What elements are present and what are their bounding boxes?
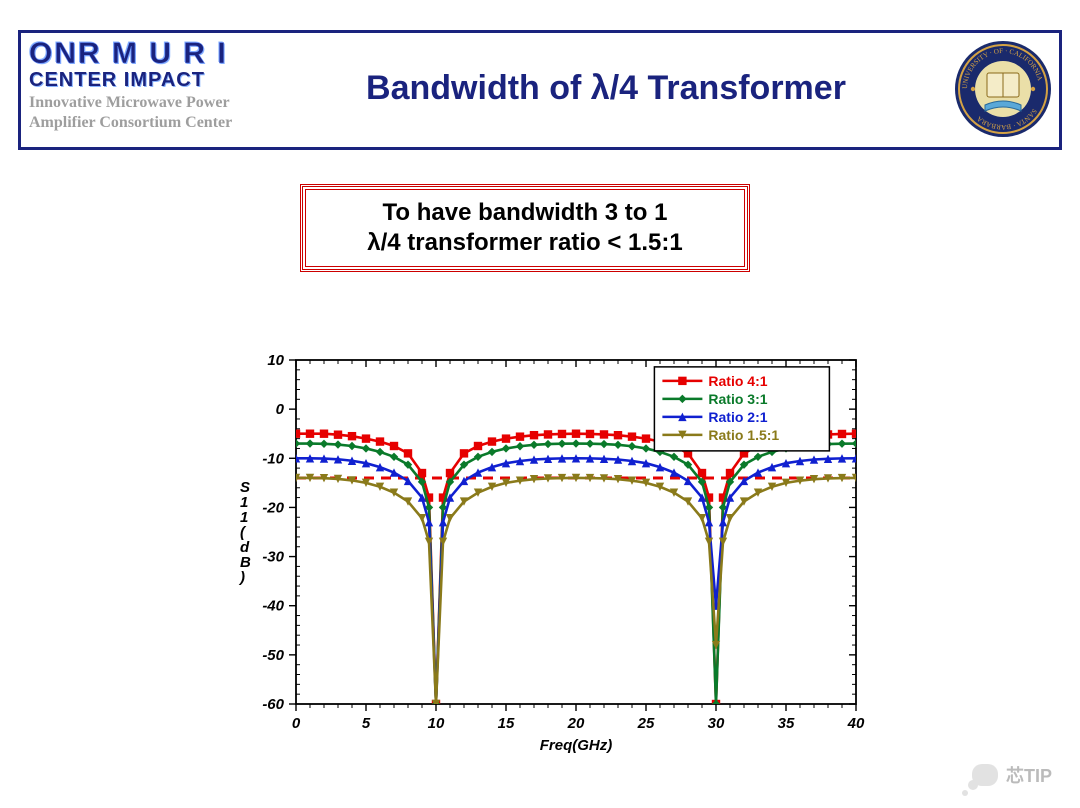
svg-text:): ) xyxy=(238,569,245,586)
svg-text:Ratio 2:1: Ratio 2:1 xyxy=(708,409,767,425)
svg-text:0: 0 xyxy=(292,715,301,732)
callout-line2-post: /4 transformer ratio < 1.5:1 xyxy=(381,229,683,256)
svg-text:-50: -50 xyxy=(262,647,284,664)
s11-chart: 0 5 10 15 20 25 30 35 40 10 0 -10 -20 -30 -40 -50 -60 Fre… xyxy=(230,330,870,760)
slide-title: Bandwidth of λ/4 Transformer xyxy=(281,69,931,108)
callout-line1: To have bandwidth 3 to 1 xyxy=(312,198,738,228)
svg-text:25: 25 xyxy=(637,715,655,732)
title-prefix: Bandwidth of xyxy=(366,69,591,107)
svg-text:-60: -60 xyxy=(262,696,284,713)
svg-text:Ratio 1.5:1: Ratio 1.5:1 xyxy=(708,427,779,443)
header-card: ONR M U R I CENTER IMPACT Innovative Mic… xyxy=(18,30,1062,150)
university-seal-icon: UNIVERSITY · OF · CALIFORNIA SANTA · BAR… xyxy=(953,39,1053,139)
logo-line2: CENTER IMPACT xyxy=(29,69,232,92)
title-suffix: /4 Transformer xyxy=(610,69,846,107)
svg-text:40: 40 xyxy=(847,715,865,732)
callout-inner: To have bandwidth 3 to 1 λ/4 transformer… xyxy=(305,189,745,267)
watermark-text: 芯TIP xyxy=(1006,762,1052,788)
logo-sub1: Innovative Microwave Power xyxy=(29,94,232,112)
svg-text:5: 5 xyxy=(362,715,371,732)
callout-box: To have bandwidth 3 to 1 λ/4 transformer… xyxy=(300,184,750,272)
logo-block: ONR M U R I CENTER IMPACT Innovative Mic… xyxy=(29,37,232,131)
logo-sub2: Amplifier Consortium Center xyxy=(29,114,232,132)
svg-text:Ratio 3:1: Ratio 3:1 xyxy=(708,391,767,407)
watermark: 芯TIP xyxy=(972,762,1052,788)
svg-text:15: 15 xyxy=(498,715,515,732)
logo-line1: ONR M U R I xyxy=(29,37,232,71)
svg-text:35: 35 xyxy=(778,715,795,732)
svg-text:-40: -40 xyxy=(262,598,284,615)
svg-text:Freq(GHz): Freq(GHz) xyxy=(540,737,613,754)
svg-text:30: 30 xyxy=(708,715,725,732)
lambda-symbol: λ xyxy=(591,69,610,107)
svg-text:0: 0 xyxy=(276,401,285,418)
svg-text:20: 20 xyxy=(567,715,585,732)
svg-text:10: 10 xyxy=(428,715,445,732)
svg-text:-20: -20 xyxy=(262,499,284,516)
svg-text:-10: -10 xyxy=(262,450,284,467)
callout-lambda: λ xyxy=(367,229,380,256)
svg-text:-30: -30 xyxy=(262,549,284,566)
svg-text:Ratio 4:1: Ratio 4:1 xyxy=(708,373,767,389)
chat-bubble-icon xyxy=(972,764,998,786)
svg-text:10: 10 xyxy=(267,352,284,369)
callout-line2: λ/4 transformer ratio < 1.5:1 xyxy=(312,228,738,258)
